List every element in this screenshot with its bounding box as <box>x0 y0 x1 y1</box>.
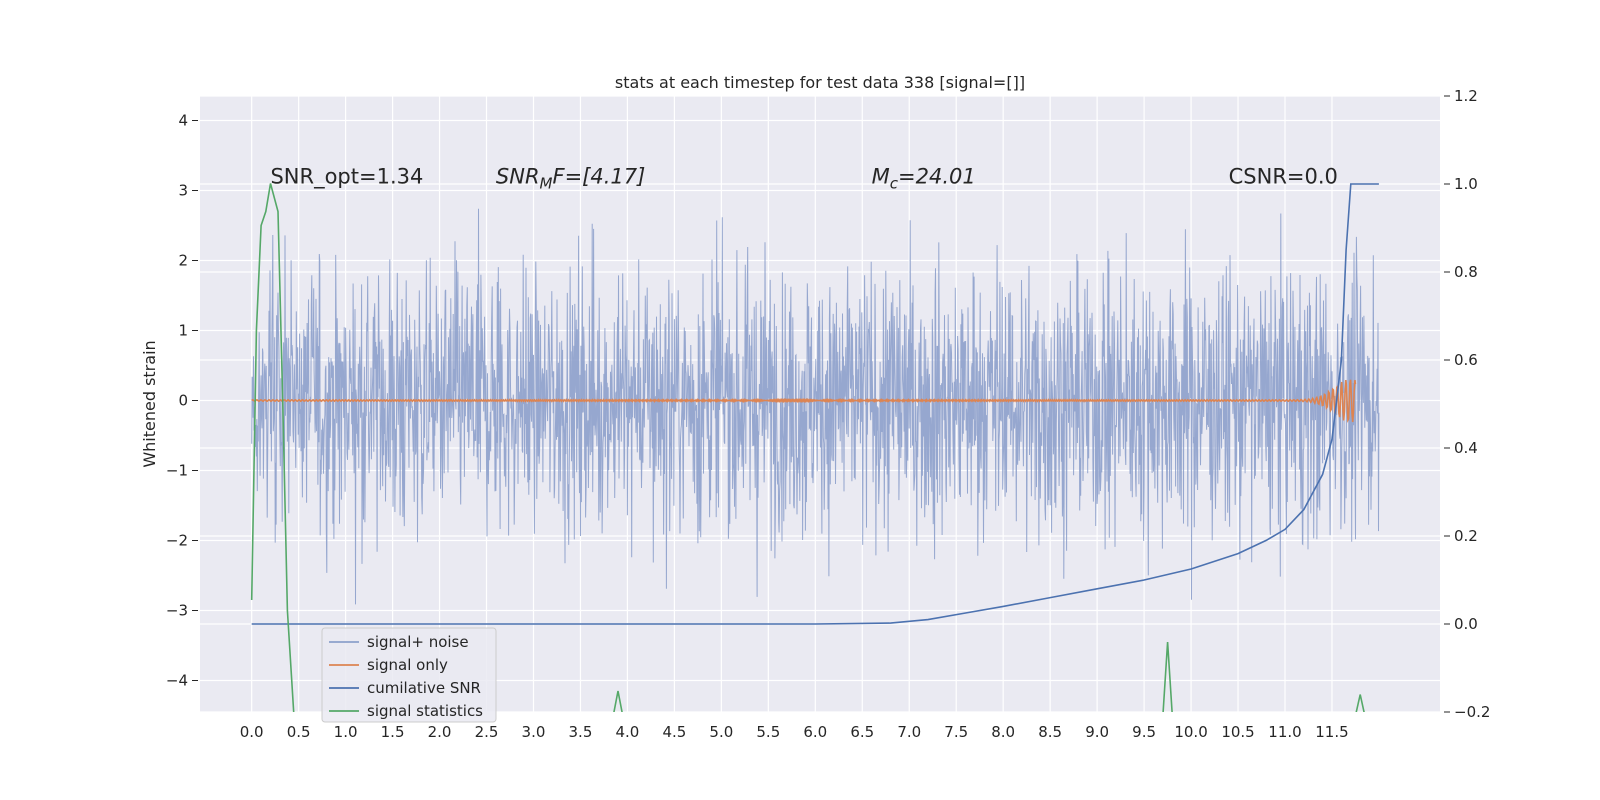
legend-label: signal only <box>367 656 448 674</box>
x-tick-label: 8.5 <box>1038 723 1062 741</box>
x-tick-label: 11.5 <box>1315 723 1348 741</box>
x-tick-label: 3.0 <box>522 723 546 741</box>
legend-box <box>321 627 497 723</box>
annotation: CSNR=0.0 <box>1229 165 1338 189</box>
x-tick-label: 5.5 <box>756 723 780 741</box>
legend-label: signal+ noise <box>367 633 469 651</box>
x-tick-label: 5.0 <box>709 723 733 741</box>
x-tick-label: 10.5 <box>1221 723 1254 741</box>
x-tick-label: 2.0 <box>428 723 452 741</box>
series-line-signal-statistics <box>250 183 1365 712</box>
y2-tick-label: 0.4 <box>1454 439 1478 457</box>
y-tick-label: 0 <box>178 392 188 410</box>
x-tick-label: 2.5 <box>475 723 499 741</box>
y2-tick-label: 0.8 <box>1454 263 1478 281</box>
x-tick-label: 0.0 <box>240 723 264 741</box>
x-tick-label: 10.0 <box>1174 723 1207 741</box>
x-tick-label: 1.5 <box>381 723 405 741</box>
x-tick-label: 0.5 <box>287 723 311 741</box>
annotation: SNR_opt=1.34 <box>270 165 423 190</box>
y-tick-label: −3 <box>166 602 188 620</box>
y-tick-label: −2 <box>166 532 188 550</box>
x-tick-label: 8.0 <box>991 723 1015 741</box>
chart-title: stats at each timestep for test data 338… <box>615 73 1025 92</box>
legend-label: cumilative SNR <box>367 679 481 697</box>
annotation: SNRMF=[4.17] <box>496 165 645 193</box>
x-tick-label: 4.5 <box>662 723 686 741</box>
x-tick-label: 6.5 <box>850 723 874 741</box>
y-tick-label: −4 <box>166 672 188 690</box>
y2-tick-label: 0.0 <box>1454 615 1478 633</box>
series-line-signal-noise <box>251 208 1380 605</box>
y-tick-label: 2 <box>178 252 188 270</box>
y2-tick-label: 0.2 <box>1454 527 1478 545</box>
legend-label: signal statistics <box>367 702 483 720</box>
x-tick-label: 9.0 <box>1085 723 1109 741</box>
legend: signal+ noise signal only cumilative SNR si… <box>321 627 497 723</box>
series-line-cumilative-snr <box>251 183 1379 625</box>
y-axis-label: Whitened strain <box>140 340 159 467</box>
x-tick-label: 4.0 <box>615 723 639 741</box>
y2-tick-label: 1.2 <box>1454 87 1478 105</box>
y2-tick-label: 1.0 <box>1454 175 1478 193</box>
y-tick-label: 4 <box>178 112 188 130</box>
x-tick-label: 9.5 <box>1132 723 1156 741</box>
y-tick-label: 1 <box>178 322 188 340</box>
x-tick-label: 7.5 <box>944 723 968 741</box>
y-tick-label: −1 <box>166 462 188 480</box>
x-tick-label: 1.0 <box>334 723 358 741</box>
x-tick-label: 6.0 <box>803 723 827 741</box>
series-layer <box>250 183 1380 712</box>
x-tick-label: 3.5 <box>569 723 593 741</box>
y2-tick-label: −0.2 <box>1454 703 1490 721</box>
annotations: SNR_opt=1.34 SNRMF=[4.17] Mc=24.01 CSNR=0.0 <box>270 165 1337 193</box>
ticks: 0.0 0.5 1.0 1.5 2.0 2.5 3.0 3.5 4.0 4.5 5.0 5.5 6.0 6… <box>166 87 1491 741</box>
y-tick-label: 3 <box>178 182 188 200</box>
annotation: Mc=24.01 <box>872 165 976 193</box>
x-tick-label: 11.0 <box>1268 723 1301 741</box>
x-tick-label: 7.0 <box>897 723 921 741</box>
y2-tick-label: 0.6 <box>1454 351 1478 369</box>
series-line-signal-only <box>251 379 1357 424</box>
